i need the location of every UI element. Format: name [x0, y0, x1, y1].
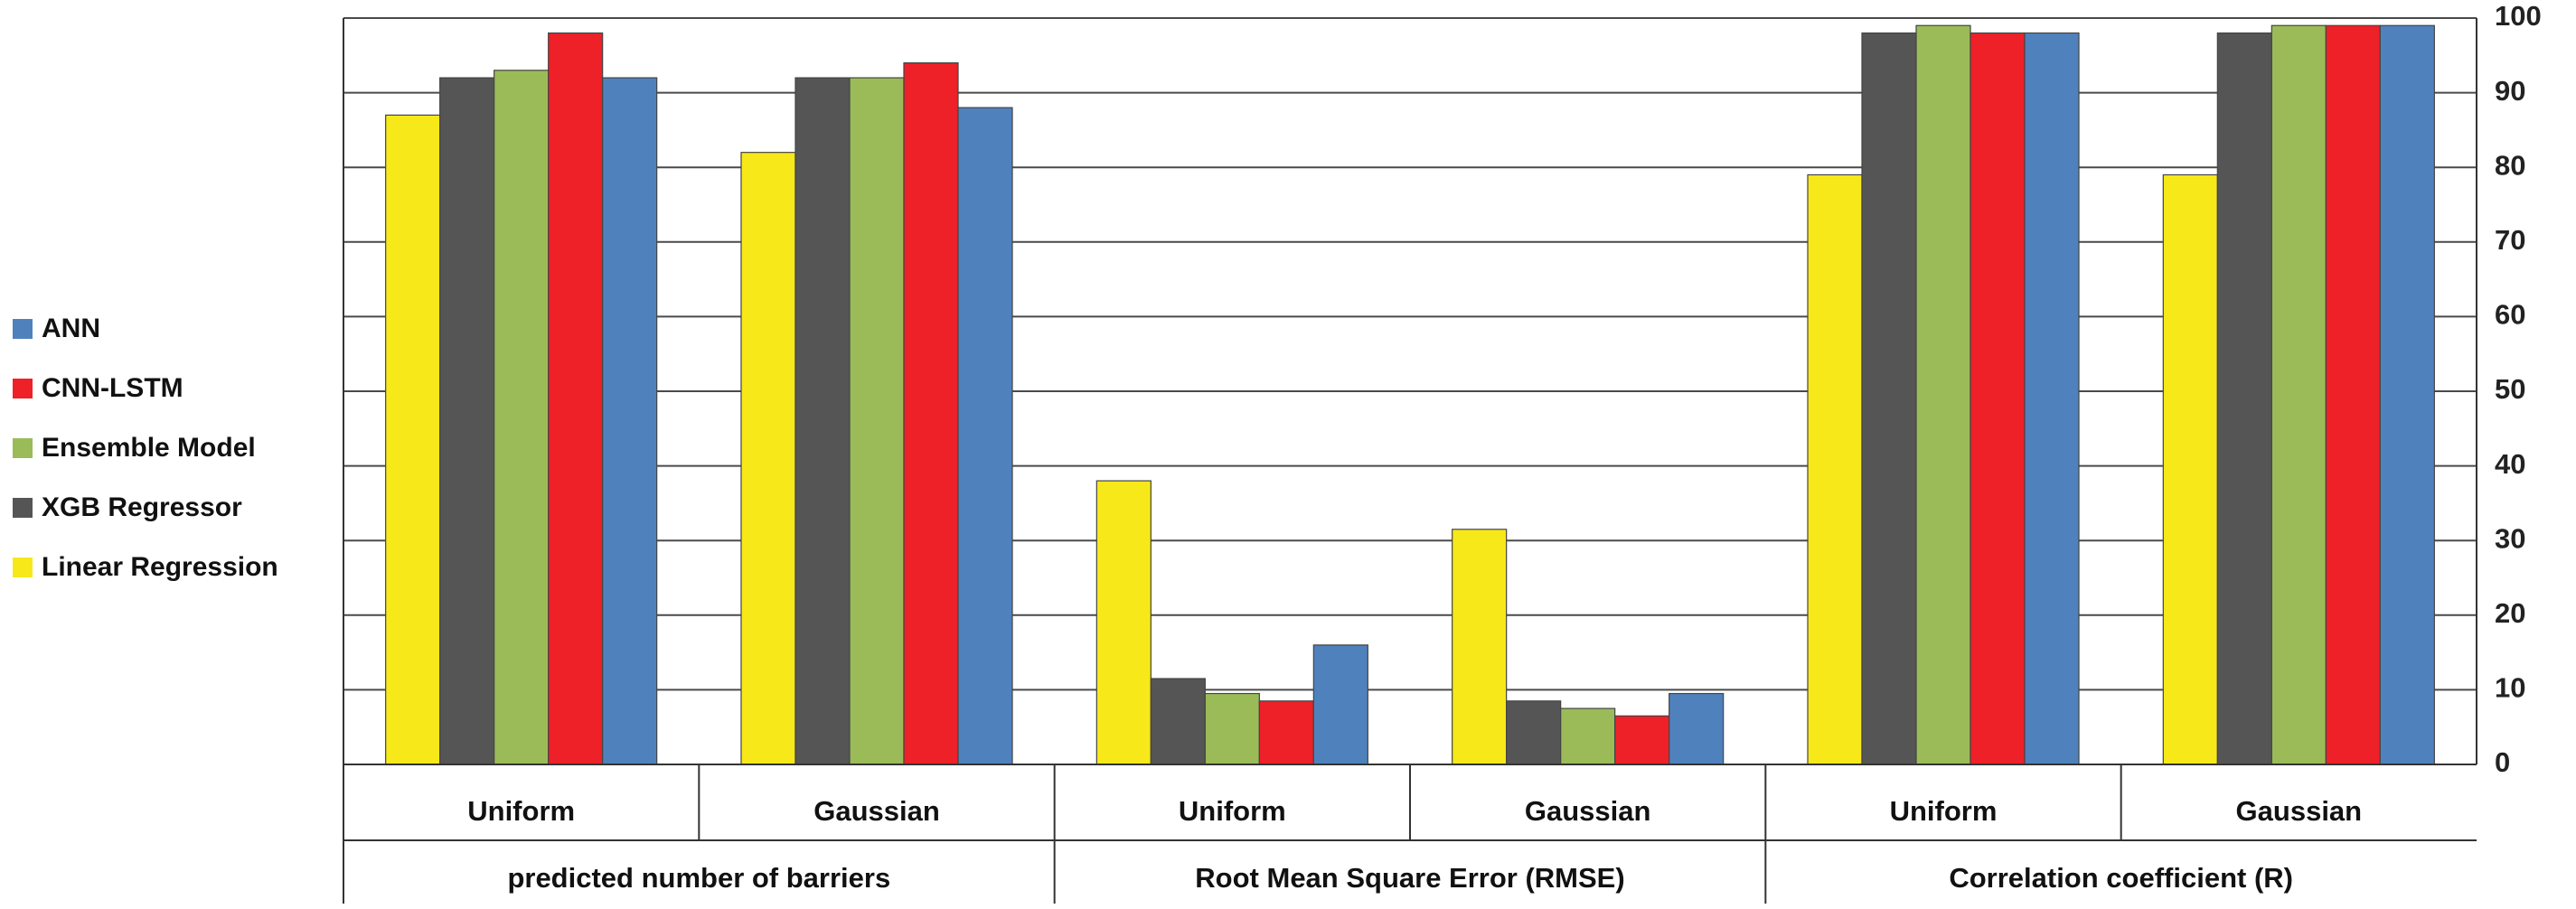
bar-cnn-lstm: [1970, 32, 2026, 765]
gridlines: [343, 17, 2477, 765]
y-tick-label: 70: [2495, 224, 2525, 256]
legend: ANN CNN-LSTM Ensemble Model XGB Regressor Li…: [13, 314, 278, 582]
bar-ann: [2379, 24, 2435, 765]
legend-entry: Ensemble Model: [42, 433, 256, 463]
bar-cnn-lstm: [903, 61, 959, 765]
axes: 0 10 20 30 40 50 60 70 80 90 100 Uniform Gaussian Uni…: [343, 0, 2542, 904]
bar-xgb-regressor: [1861, 32, 1917, 765]
bar-ann: [1312, 644, 1368, 765]
legend-entry: XGB Regressor: [42, 492, 242, 522]
y-tick-label: 0: [2495, 746, 2510, 778]
legend-entry: ANN: [42, 314, 100, 343]
bar-xgb-regressor: [439, 77, 495, 765]
bar-cnn-lstm: [548, 32, 604, 765]
bar-linear-regression: [740, 152, 796, 765]
y-tick-label: 10: [2495, 672, 2525, 704]
legend-swatch: [13, 498, 33, 518]
y-tick-label: 50: [2495, 373, 2525, 405]
bar-xgb-regressor: [1506, 700, 1562, 765]
legend-swatch: [13, 379, 33, 398]
x-tick-label: Uniform: [1179, 795, 1286, 827]
bar-ensemble-model: [1560, 708, 1616, 765]
bar-ann: [957, 107, 1013, 765]
bar-linear-regression: [2162, 173, 2218, 765]
y-tick-label: 30: [2495, 522, 2525, 554]
bar-xgb-regressor: [2216, 32, 2272, 765]
legend-swatch: [13, 558, 33, 577]
bar-xgb-regressor: [794, 77, 851, 765]
y-tick-label: 60: [2495, 299, 2525, 331]
bar-cnn-lstm: [1614, 715, 1670, 765]
x-group-label: Root Mean Square Error (RMSE): [1195, 862, 1624, 894]
bar-linear-regression: [1452, 529, 1508, 765]
bar-linear-regression: [1095, 480, 1152, 765]
bar-linear-regression: [385, 114, 441, 765]
x-tick-label: Gaussian: [1525, 795, 1651, 827]
y-tick-label: 90: [2495, 75, 2525, 107]
bars: [385, 24, 2435, 765]
y-tick-label: 40: [2495, 448, 2525, 480]
bar-ensemble-model: [849, 77, 905, 765]
x-tick-label: Uniform: [1890, 795, 1998, 827]
legend-entry: Linear Regression: [42, 552, 278, 582]
bar-ann: [602, 77, 658, 765]
y-tick-label: 20: [2495, 597, 2525, 629]
y-tick-label: 100: [2495, 0, 2542, 32]
bar-ensemble-model: [2270, 24, 2327, 765]
bar-cnn-lstm: [1258, 700, 1314, 765]
x-tick-label: Uniform: [467, 795, 575, 827]
x-group-label: predicted number of barriers: [507, 862, 890, 894]
bar-linear-regression: [1807, 173, 1863, 765]
x-group-label: Correlation coefficient (R): [1949, 862, 2293, 894]
bar-ensemble-model: [494, 70, 550, 765]
x-tick-label: Gaussian: [2236, 795, 2363, 827]
y-tick-label: 80: [2495, 149, 2525, 181]
bar-ann: [1669, 692, 1725, 765]
legend-entry: CNN-LSTM: [42, 373, 183, 403]
bar-xgb-regressor: [1150, 678, 1206, 765]
legend-swatch: [13, 319, 33, 339]
bar-ensemble-model: [1915, 24, 1971, 765]
bar-cnn-lstm: [2325, 24, 2381, 765]
x-tick-label: Gaussian: [813, 795, 940, 827]
bar-ann: [2024, 32, 2080, 765]
legend-swatch: [13, 438, 33, 458]
bar-ensemble-model: [1204, 692, 1260, 765]
